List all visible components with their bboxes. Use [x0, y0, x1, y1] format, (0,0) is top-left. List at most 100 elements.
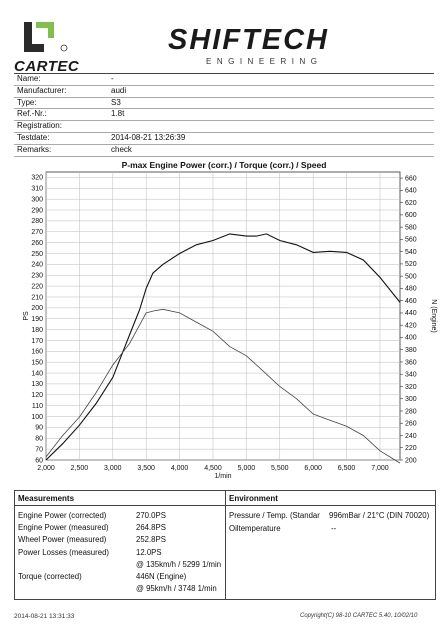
y-right-tick-label: 500	[405, 273, 417, 280]
y-left-tick-label: 60	[35, 457, 43, 464]
y-right-tick-label: 360	[405, 359, 417, 366]
y-left-tick-label: 280	[31, 218, 43, 225]
cartec-brand: CARTEC	[14, 58, 80, 75]
y-left-tick-label: 160	[31, 349, 43, 356]
power-series-line	[45, 233, 401, 461]
y-right-tick-label: 260	[405, 421, 417, 428]
x-tick-label: 4,500	[204, 465, 222, 472]
info-label: Manufacturer:	[17, 85, 67, 95]
vehicle-info-table: Name: - Manufacturer: audi Type: S3 Ref.-Nr.: 1…	[14, 74, 434, 157]
measurement-label: Engine Power (corrected)	[18, 511, 107, 520]
x-tick-label: 2,000	[37, 465, 55, 472]
torque-series-line	[45, 308, 401, 464]
y-left-tick-label: 100	[31, 414, 43, 421]
x-tick-label: 7,000	[371, 465, 389, 472]
info-label: Testdate:	[17, 132, 50, 142]
y-left-tick-label: 210	[31, 294, 43, 301]
header-divider	[14, 73, 434, 74]
y-left-tick-label: 260	[31, 240, 43, 247]
environment-label: Pressure / Temp. (Standar	[229, 511, 320, 520]
info-value: audi	[111, 85, 127, 95]
x-tick-label: 3,000	[104, 465, 122, 472]
measurement-value: 446N (Engine)	[136, 572, 187, 581]
y-right-tick-label: 340	[405, 372, 417, 379]
environment-title: Environment	[229, 494, 278, 503]
print-timestamp: 2014-08-21 13:31:33	[14, 613, 75, 620]
measurement-value: 252.8PS	[136, 535, 166, 545]
y-left-tick-label: 230	[31, 273, 43, 280]
x-tick-label: 5,000	[238, 465, 256, 472]
measurement-label: Torque (corrected)	[18, 572, 82, 581]
info-row: Remarks: check	[14, 145, 434, 157]
shiftech-brand: SHIFTECH	[168, 24, 329, 56]
x-axis-label: 1/min	[214, 473, 231, 480]
info-value	[111, 121, 434, 132]
y-left-tick-label: 240	[31, 262, 43, 269]
y-right-tick-label: 420	[405, 322, 417, 329]
y-left-tick-label: 110	[32, 403, 43, 410]
y-left-tick-label: 190	[31, 316, 43, 323]
info-label: Ref.-Nr.:	[17, 109, 47, 119]
measurement-label: Wheel Power (measured)	[18, 535, 107, 545]
measurement-label: Engine Power (measured)	[18, 523, 109, 533]
measurement-value: 270.0PS	[136, 511, 166, 520]
copyright-text: Copyright(C) 98-10 CARTEC 5.40, 10/02/10	[300, 613, 418, 619]
y-left-tick-label: 130	[31, 381, 43, 388]
info-label: Type:	[17, 97, 37, 107]
y-left-tick-label: 310	[31, 186, 43, 193]
info-value: 1.8t	[111, 109, 125, 119]
info-row: Name: -	[14, 74, 434, 86]
y-right-tick-label: 400	[405, 335, 417, 342]
y-left-tick-label: 70	[35, 446, 43, 453]
y-left-tick-label: 290	[31, 207, 43, 214]
environment-value: 996mBar / 21°C (DIN 70020)	[329, 511, 430, 520]
y-right-tick-label: 240	[405, 433, 417, 440]
y-right-tick-label: 280	[405, 408, 417, 415]
x-tick-label: 4,000	[171, 465, 189, 472]
measurement-value: 264.8PS	[136, 523, 166, 533]
y-left-axis-label: PS	[23, 311, 30, 321]
y-left-tick-label: 320	[31, 175, 43, 182]
info-label: Remarks:	[17, 144, 52, 154]
y-left-tick-label: 80	[35, 436, 43, 443]
measurements-title: Measurements	[18, 494, 75, 503]
info-value: S3	[111, 97, 121, 107]
y-left-tick-label: 150	[31, 359, 43, 366]
y-left-tick-label: 180	[31, 327, 43, 334]
info-row: Type: S3	[14, 98, 434, 110]
y-right-tick-label: 480	[405, 286, 417, 293]
results-panel: Measurements Environment Engine Power (c…	[14, 490, 436, 600]
y-right-tick-label: 300	[405, 396, 417, 403]
y-right-tick-label: 660	[405, 175, 417, 182]
info-value: -	[111, 74, 114, 83]
measurement-label: Power Losses (measured)	[18, 547, 110, 557]
environment-value: --	[331, 524, 337, 533]
y-left-tick-label: 200	[31, 305, 43, 312]
info-row: Manufacturer: audi	[14, 86, 434, 98]
info-value: 2014-08-21 13:26:39	[111, 132, 186, 142]
y-right-tick-label: 540	[405, 249, 417, 256]
y-left-tick-label: 140	[31, 370, 43, 377]
x-tick-label: 6,500	[338, 465, 356, 472]
y-right-tick-label: 440	[405, 310, 417, 317]
info-value: check	[111, 144, 132, 154]
plot-frame	[45, 171, 401, 461]
measurement-value: 12.0PS	[136, 547, 162, 557]
y-right-tick-label: 460	[405, 298, 417, 305]
y-left-tick-label: 120	[31, 392, 43, 399]
y-right-tick-label: 200	[405, 457, 417, 464]
y-left-tick-label: 250	[31, 251, 43, 258]
y-left-tick-label: 270	[31, 229, 43, 236]
y-right-tick-label: 640	[405, 188, 417, 195]
y-right-tick-label: 580	[405, 224, 417, 231]
y-right-tick-label: 320	[405, 384, 417, 391]
dyno-chart: 60 70 80 90 100 110 120 130 140 150 160 170 180 190 20…	[23, 171, 437, 480]
y-left-tick-label: 220	[31, 283, 43, 290]
y-right-tick-label: 560	[405, 237, 417, 244]
chart-title: P-max Engine Power (corr.) / Torque (cor…	[121, 160, 327, 170]
x-tick-label: 3,500	[137, 465, 155, 472]
info-row: Ref.-Nr.: 1.8t	[14, 109, 434, 122]
results-divider	[225, 491, 226, 599]
y-left-tick-label: 170	[31, 338, 43, 345]
info-row: Registration:	[14, 121, 434, 133]
